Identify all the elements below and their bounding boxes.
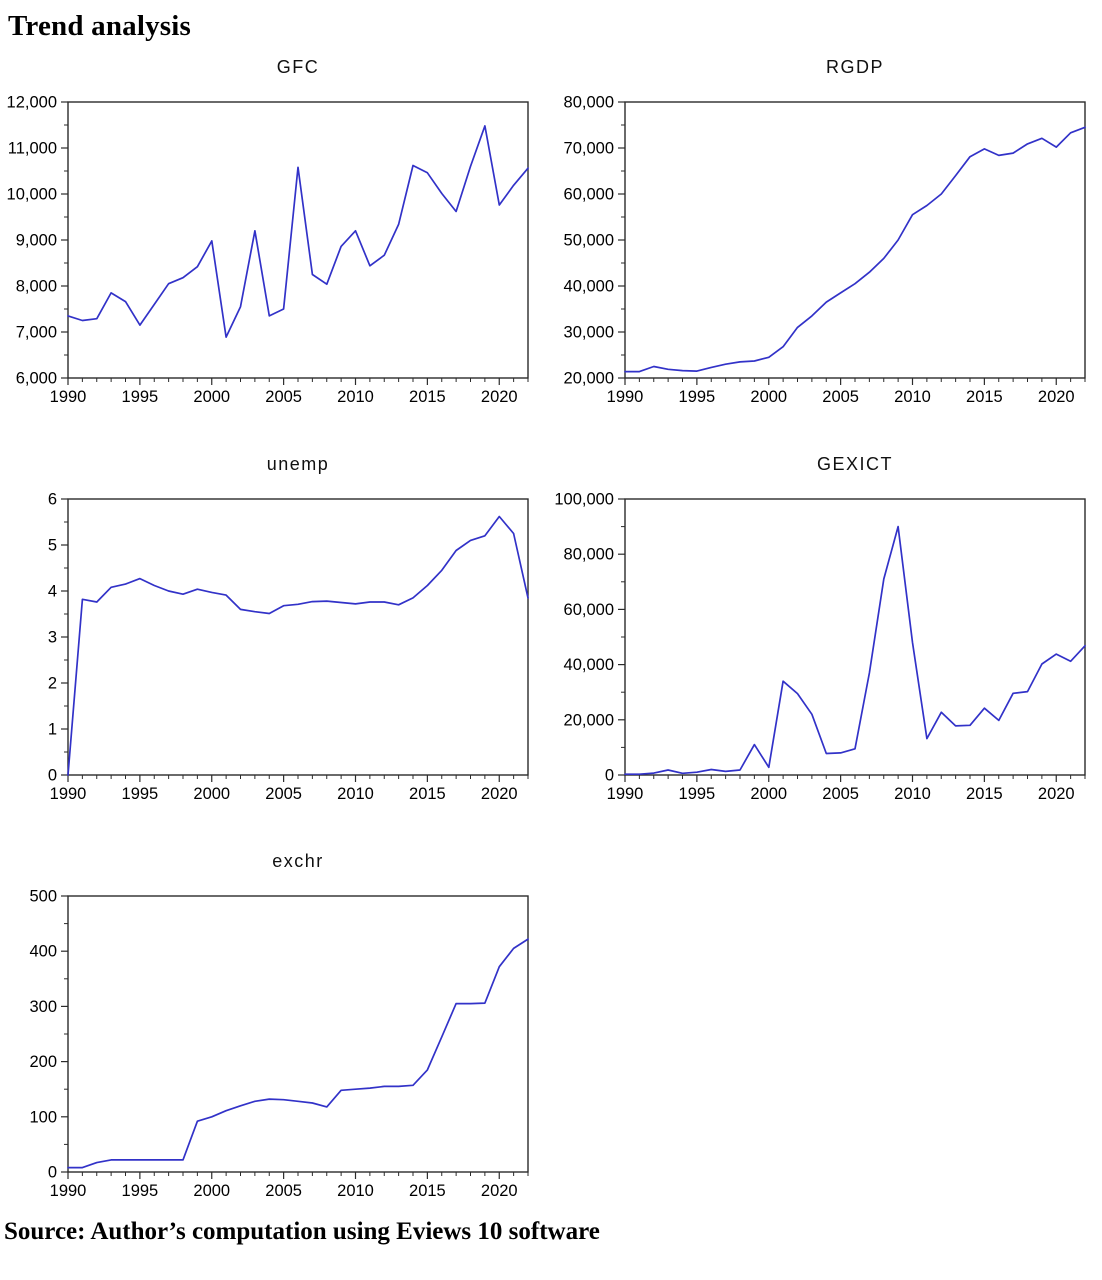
svg-text:2000: 2000	[750, 785, 787, 803]
svg-text:70,000: 70,000	[564, 140, 614, 158]
charts-grid: GFC 6,000 7,000 8,000 9,000 10,000 11,000 12,0…	[0, 57, 1102, 1202]
svg-text:1995: 1995	[679, 785, 716, 803]
source-note: Source: Author’s computation using Eview…	[4, 1218, 600, 1245]
svg-text:2015: 2015	[409, 1182, 446, 1200]
svg-text:2000: 2000	[750, 388, 787, 406]
svg-text:2010: 2010	[337, 1182, 374, 1200]
svg-text:1995: 1995	[679, 388, 716, 406]
chart-unemp: unemp 0 1 2 3 4 5 6 1990 1995 2000 2005 2010 2015 202…	[0, 454, 545, 805]
svg-text:500: 500	[29, 888, 57, 906]
svg-text:2010: 2010	[337, 388, 374, 406]
svg-text:2005: 2005	[822, 388, 859, 406]
chart-title-gfc: GFC	[276, 57, 320, 77]
svg-text:2020: 2020	[1038, 388, 1075, 406]
svg-text:2020: 2020	[1038, 785, 1075, 803]
svg-text:2015: 2015	[966, 785, 1003, 803]
svg-text:2010: 2010	[894, 785, 931, 803]
svg-text:1990: 1990	[50, 785, 87, 803]
svg-text:2010: 2010	[337, 785, 374, 803]
report-page: Trend analysis GFC 6,000 7,000 8,000 9,000 1…	[0, 10, 1102, 1245]
svg-text:400: 400	[29, 943, 57, 961]
svg-text:8,000: 8,000	[16, 278, 57, 296]
svg-text:5: 5	[48, 537, 57, 555]
svg-text:100,000: 100,000	[554, 491, 614, 509]
svg-text:50,000: 50,000	[564, 232, 614, 250]
svg-text:40,000: 40,000	[564, 278, 614, 296]
svg-text:40,000: 40,000	[564, 656, 614, 674]
svg-text:6,000: 6,000	[16, 370, 57, 388]
chart-title-gexict: GEXICT	[816, 454, 893, 474]
svg-text:2005: 2005	[265, 388, 302, 406]
svg-text:30,000: 30,000	[564, 324, 614, 342]
svg-text:2015: 2015	[409, 785, 446, 803]
svg-text:20,000: 20,000	[564, 370, 614, 388]
svg-text:1990: 1990	[50, 388, 87, 406]
svg-text:1995: 1995	[122, 388, 159, 406]
svg-text:1995: 1995	[122, 1182, 159, 1200]
svg-text:10,000: 10,000	[7, 186, 57, 204]
svg-text:2000: 2000	[193, 785, 230, 803]
svg-text:1990: 1990	[607, 388, 644, 406]
chart-title-unemp: unemp	[266, 454, 330, 474]
svg-text:2010: 2010	[894, 388, 931, 406]
svg-text:60,000: 60,000	[564, 601, 614, 619]
svg-text:2015: 2015	[409, 388, 446, 406]
svg-text:100: 100	[29, 1108, 57, 1126]
line-plot-gfc: 6,000 7,000 8,000 9,000 10,000 11,000 12,000 19…	[7, 94, 529, 406]
svg-text:0: 0	[605, 767, 614, 785]
svg-text:2005: 2005	[265, 1182, 302, 1200]
line-plot-rgdp: 20,000 30,000 40,000 50,000 60,000 70,000 80,0…	[564, 94, 1086, 406]
chart-gexict: GEXICT 0 20,000 40,000 60,000 80,000 100,000 1…	[554, 454, 1102, 805]
svg-text:1990: 1990	[50, 1182, 87, 1200]
svg-text:1995: 1995	[122, 785, 159, 803]
chart-gfc: GFC 6,000 7,000 8,000 9,000 10,000 11,000 12,0…	[0, 57, 545, 408]
svg-text:3: 3	[48, 629, 57, 647]
grid-spacer	[557, 851, 1102, 1202]
svg-text:4: 4	[48, 583, 57, 601]
svg-text:2020: 2020	[481, 1182, 518, 1200]
svg-text:2000: 2000	[193, 388, 230, 406]
svg-text:60,000: 60,000	[564, 186, 614, 204]
svg-text:2020: 2020	[481, 785, 518, 803]
svg-text:2005: 2005	[822, 785, 859, 803]
svg-text:80,000: 80,000	[564, 546, 614, 564]
svg-text:0: 0	[48, 1164, 57, 1182]
svg-text:7,000: 7,000	[16, 324, 57, 342]
chart-title-exchr: exchr	[272, 851, 324, 871]
svg-text:0: 0	[48, 767, 57, 785]
page-title: Trend analysis	[8, 10, 192, 42]
svg-text:200: 200	[29, 1053, 57, 1071]
line-plot-gexict: 0 20,000 40,000 60,000 80,000 100,000 1990 1995…	[554, 491, 1086, 803]
svg-text:1: 1	[48, 721, 57, 739]
svg-text:6: 6	[48, 491, 57, 509]
svg-text:300: 300	[29, 998, 57, 1016]
svg-text:2: 2	[48, 675, 57, 693]
svg-text:2005: 2005	[265, 785, 302, 803]
line-plot-unemp: 0 1 2 3 4 5 6 1990 1995 2000 2005 2010 2015 2020	[48, 491, 529, 803]
chart-exchr: exchr 0 100 200 300 400 500 1990 1995 2000 2005 20…	[0, 851, 545, 1202]
svg-text:12,000: 12,000	[7, 94, 57, 112]
svg-text:1990: 1990	[607, 785, 644, 803]
chart-rgdp: RGDP 20,000 30,000 40,000 50,000 60,000 70,00…	[557, 57, 1102, 408]
svg-text:80,000: 80,000	[564, 94, 614, 112]
svg-text:2000: 2000	[193, 1182, 230, 1200]
line-plot-exchr: 0 100 200 300 400 500 1990 1995 2000 2005 2010 2015…	[29, 888, 529, 1200]
svg-text:9,000: 9,000	[16, 232, 57, 250]
svg-text:2015: 2015	[966, 388, 1003, 406]
chart-title-rgdp: RGDP	[825, 57, 884, 77]
svg-text:2020: 2020	[481, 388, 518, 406]
svg-text:20,000: 20,000	[564, 711, 614, 729]
svg-text:11,000: 11,000	[8, 140, 57, 158]
